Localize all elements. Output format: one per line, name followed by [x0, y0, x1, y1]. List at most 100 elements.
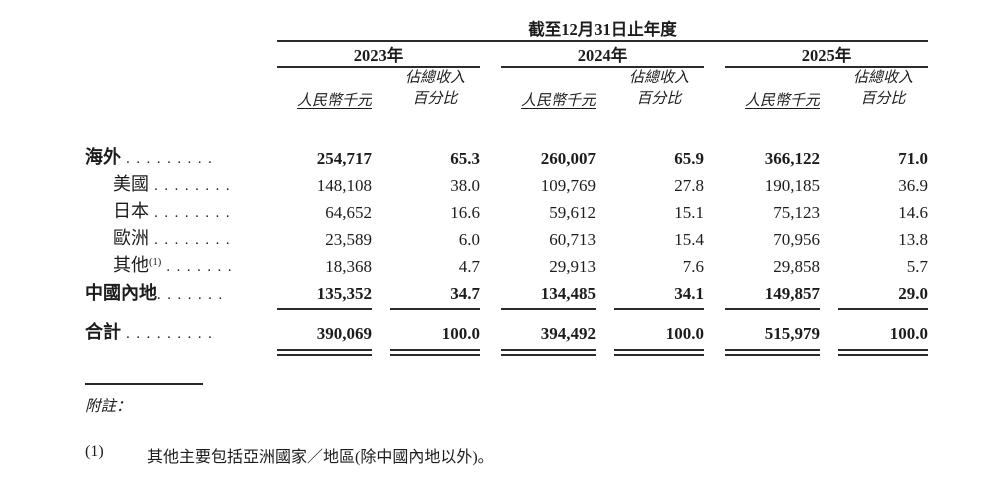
dot-leader: . . . . . . . . [149, 205, 231, 221]
subheader-row-spacer [85, 67, 277, 110]
table-row: 中國內地. . . . . . . 135,352 34.7 134,485 34.1 1… [85, 277, 928, 310]
column-gap [480, 196, 501, 223]
column-gap [372, 223, 390, 250]
pct-value-cell: 16.6 [450, 203, 480, 222]
column-gap [372, 344, 390, 359]
column-gap [596, 67, 614, 110]
column-gap [596, 196, 614, 223]
double-rule-cell [614, 344, 704, 359]
pct-value-cell: 100.0 [665, 324, 704, 343]
column-gap [372, 277, 390, 309]
table-body: 海外 . . . . . . . . . 254,717 65.3 260,007 65… [85, 142, 928, 359]
pct-value-cell: 100.0 [889, 324, 928, 343]
document-page: 截至12月31日止年度 2023年 2024年 2025年 人民幣千元 佔總收入… [85, 16, 928, 466]
column-gap [596, 169, 614, 196]
row-label: 歐洲 . . . . . . . . [85, 223, 277, 250]
year-header-row: 2023年 2024年 2025年 [85, 41, 928, 68]
spacer-cell [85, 110, 928, 142]
column-gap [372, 309, 390, 344]
table-row: 合計 . . . . . . . . . 390,069 100.0 394,492 1… [85, 309, 928, 344]
pct-header-line1: 佔總收入 [404, 70, 465, 86]
region-name: 海外 [85, 147, 121, 167]
column-gap [704, 344, 725, 359]
pct-value-cell: 13.8 [898, 230, 928, 249]
pct-value-cell: 4.7 [458, 257, 480, 276]
table-row: 其他(1) . . . . . . . 18,368 4.7 29,913 7.6 29,… [85, 250, 928, 277]
table-row: 歐洲 . . . . . . . . 23,589 6.0 60,713 15.4 70,… [85, 223, 928, 250]
column-gap [820, 223, 838, 250]
double-rule-cell [838, 344, 928, 359]
column-gap [480, 41, 501, 67]
rmb-value-cell: 515,979 [764, 324, 820, 343]
rmb-value-cell: 64,652 [325, 203, 372, 222]
column-gap [820, 344, 838, 359]
pct-value-cell: 27.8 [674, 176, 704, 195]
double-rule [614, 349, 704, 356]
region-name: 美國 [113, 174, 149, 194]
rmb-value-cell: 394,492 [540, 324, 596, 343]
title-row-spacer [85, 16, 277, 41]
column-gap [820, 142, 838, 169]
pct-value-cell: 34.7 [390, 277, 480, 310]
rmb-column-header-2024: 人民幣千元 [501, 67, 596, 110]
rmb-value-cell: 148,108 [316, 176, 372, 195]
pct-header-line1: 佔總收入 [852, 70, 913, 86]
column-subheader-row: 人民幣千元 佔總收入 百分比 人民幣千元 佔總收入 百分比 [85, 67, 928, 110]
double-rule [277, 349, 372, 356]
row-label: 中國內地. . . . . . . [85, 277, 277, 309]
column-gap [704, 67, 725, 110]
dot-leader: . . . . . . . . [149, 232, 231, 248]
rmb-value-cell: 70,956 [773, 230, 820, 249]
rmb-value-cell: 260,007 [540, 149, 596, 168]
footnote-divider [85, 383, 203, 385]
rmb-value-cell: 134,485 [501, 277, 596, 310]
pct-value-cell: 100.0 [441, 324, 480, 343]
column-gap [820, 309, 838, 344]
column-gap [596, 223, 614, 250]
rmb-value-cell: 23,589 [325, 230, 372, 249]
column-gap [372, 67, 390, 110]
pct-column-header-2023: 佔總收入 百分比 [390, 67, 480, 110]
column-gap [480, 223, 501, 250]
column-gap [480, 142, 501, 169]
double-rule-cell [277, 344, 372, 359]
year-header-2025: 2025年 [725, 41, 928, 68]
double-rule-cell [725, 344, 820, 359]
row-label: 美國 . . . . . . . . [85, 169, 277, 196]
footnote-heading: 附註： [85, 398, 132, 415]
rmb-column-header-2023: 人民幣千元 [277, 67, 372, 110]
pct-column-header-2024: 佔總收入 百分比 [614, 67, 704, 110]
pct-value-cell: 34.1 [614, 277, 704, 310]
pct-header-line2: 百分比 [636, 91, 682, 107]
pct-value-cell: 15.4 [674, 230, 704, 249]
pct-header-line2: 百分比 [412, 91, 458, 107]
row-label: 海外 . . . . . . . . . [85, 142, 277, 169]
column-gap [820, 250, 838, 277]
column-gap [372, 169, 390, 196]
rmb-column-header-2025: 人民幣千元 [725, 67, 820, 110]
column-gap [704, 309, 725, 344]
column-gap [596, 277, 614, 309]
table-title-row: 截至12月31日止年度 [85, 16, 928, 42]
column-gap [596, 309, 614, 344]
rmb-value-cell: 135,352 [277, 277, 372, 310]
column-gap [596, 344, 614, 359]
rmb-header-text: 人民幣千元 [520, 93, 596, 109]
rmb-value-cell: 149,857 [725, 277, 820, 310]
dot-leader: . . . . . . . . . [121, 326, 214, 342]
region-name: 歐洲 [113, 228, 149, 248]
column-gap [480, 169, 501, 196]
region-name: 合計 [85, 322, 121, 342]
pct-value-cell: 71.0 [898, 149, 928, 168]
column-gap [704, 250, 725, 277]
table-row: 日本 . . . . . . . . 64,652 16.6 59,612 15.1 75… [85, 196, 928, 223]
region-name: 日本 [113, 201, 149, 221]
double-rule-cell [390, 344, 480, 359]
table-title: 截至12月31日止年度 [277, 16, 928, 42]
region-name: 其他 [113, 255, 149, 275]
double-rule [501, 349, 596, 356]
column-gap [596, 142, 614, 169]
pct-value-cell: 65.3 [450, 149, 480, 168]
year-row-spacer [85, 41, 277, 67]
row-label: 其他(1) . . . . . . . [85, 250, 277, 277]
